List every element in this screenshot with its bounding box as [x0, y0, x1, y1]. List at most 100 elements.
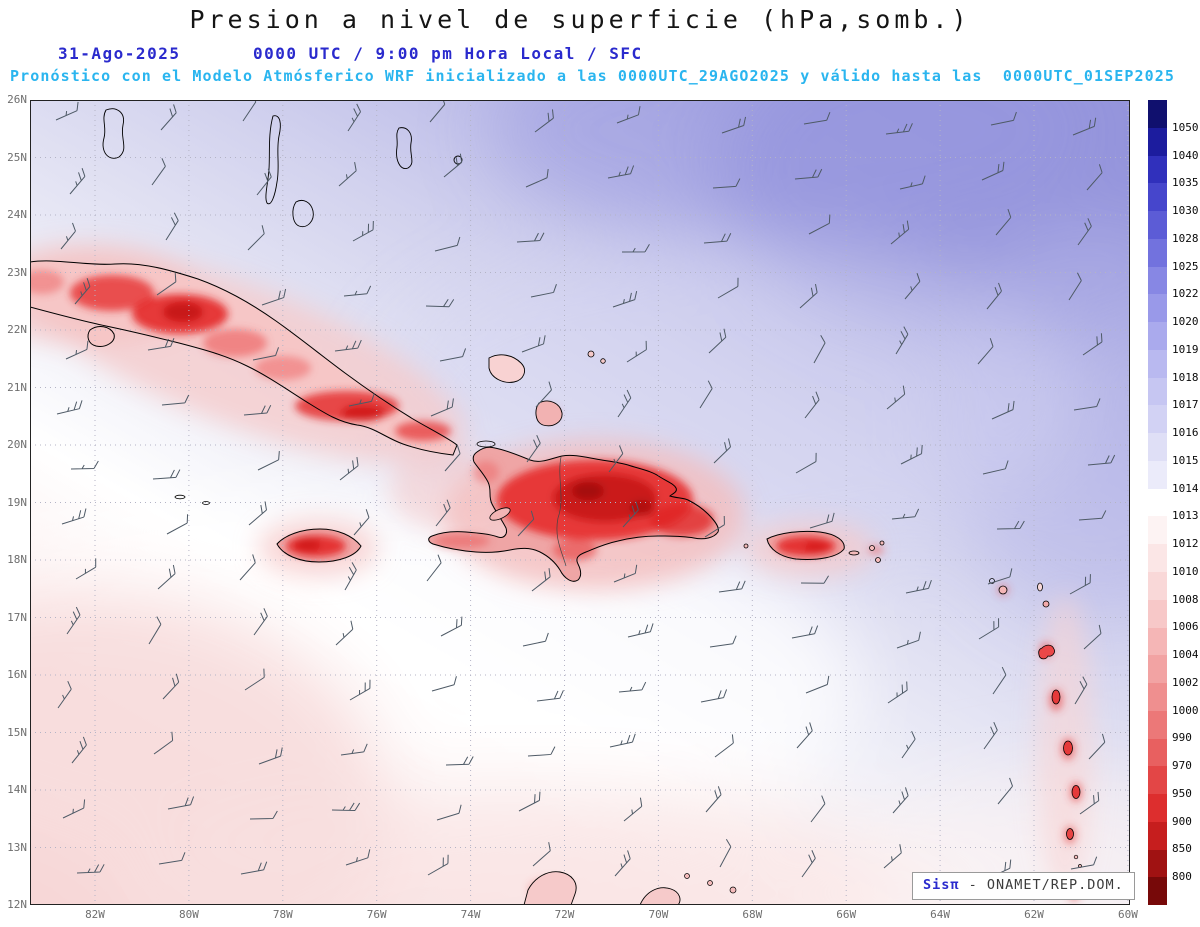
wind-barb — [1088, 733, 1106, 760]
wind-barb — [977, 338, 994, 365]
wind-barb — [348, 392, 375, 407]
wind-barb — [521, 335, 546, 353]
watermark-box: Sisπ - ONAMET/REP.DOM. — [912, 872, 1135, 900]
wind-barb — [252, 347, 279, 361]
wind-barb — [339, 457, 359, 481]
martinique-island — [1063, 740, 1073, 756]
colorbar-segment-11 — [1148, 405, 1167, 434]
wind-barb — [1086, 164, 1103, 191]
watermark-brand: Sisπ — [923, 877, 960, 893]
colorbar-segment-18 — [1148, 599, 1167, 628]
latlon-grid — [30, 100, 1130, 905]
vieques-island — [848, 550, 860, 556]
pressure-colorbar — [1148, 100, 1167, 906]
wind-barb — [431, 676, 457, 692]
wind-barb — [616, 106, 641, 124]
wind-barb — [162, 673, 180, 700]
lon-tick-60W: 60W — [1117, 908, 1138, 921]
colorbar-value-1002: 1002 — [1172, 675, 1199, 689]
wind-barb — [530, 284, 557, 298]
wind-barb — [536, 690, 564, 702]
wind-barb — [147, 338, 175, 351]
wind-barb — [896, 631, 921, 649]
wind-barb — [243, 404, 272, 416]
colorbar-value-1004: 1004 — [1172, 648, 1199, 662]
lat-tick-26N: 26N — [7, 93, 27, 106]
wind-barb — [244, 668, 265, 691]
wind-barb — [1074, 676, 1088, 705]
wind-barb — [895, 326, 909, 355]
bonaire-island — [729, 886, 737, 894]
lon-tick-62W: 62W — [1024, 908, 1044, 921]
wind-barb — [439, 348, 467, 362]
colorbar-value-1006: 1006 — [1172, 620, 1199, 634]
wind-barb — [883, 844, 902, 869]
colorbar-segment-14 — [1148, 488, 1167, 517]
wind-barb — [436, 804, 462, 821]
wind-barb — [69, 168, 86, 195]
colorbar-value-1040: 1040 — [1172, 148, 1199, 162]
wind-barb — [890, 220, 910, 245]
colorbar-value-1022: 1022 — [1172, 287, 1199, 301]
wind-barb — [343, 285, 372, 297]
wind-barb — [153, 731, 174, 755]
wind-barb — [534, 109, 554, 133]
wind-barb — [344, 562, 357, 591]
wind-barb — [156, 273, 177, 296]
wind-barb — [535, 381, 552, 408]
wind-barb — [791, 625, 819, 639]
colorbar-segment-22 — [1148, 710, 1167, 739]
wind-barb — [623, 797, 643, 822]
wind-barb — [996, 520, 1025, 530]
wind-barb — [1073, 398, 1101, 411]
wind-barb — [152, 469, 181, 480]
wind-barb — [516, 232, 545, 243]
page-title: Presion a nivel de superficie (hPa,somb.… — [189, 5, 971, 34]
colorbar-value-1025: 1025 — [1172, 259, 1199, 273]
colorbar-value-1013: 1013 — [1172, 509, 1199, 523]
lon-tick-70W: 70W — [648, 908, 669, 921]
colorbar-segment-19 — [1148, 627, 1167, 656]
dominica-island — [1051, 689, 1061, 705]
wind-barb — [167, 796, 195, 810]
lat-tick-14N: 14N — [7, 783, 27, 796]
colorbar-value-1050: 1050 — [1172, 120, 1199, 134]
colorbar-segment-8 — [1148, 322, 1167, 350]
wind-barb — [714, 734, 734, 758]
wind-barb — [76, 864, 105, 874]
colorbar-value-1015: 1015 — [1172, 453, 1199, 467]
wind-barb — [804, 391, 820, 419]
lon-tick-76W: 76W — [366, 908, 387, 921]
wind-barb — [151, 158, 166, 186]
wind-barb — [158, 852, 186, 865]
colorbar-value-1020: 1020 — [1172, 315, 1199, 329]
wind-barb — [61, 508, 87, 525]
wind-barb — [899, 175, 926, 190]
colorbar-segment-24 — [1148, 766, 1167, 795]
gonave-island — [489, 507, 511, 521]
wind-barb — [803, 111, 831, 125]
turks-island — [587, 350, 595, 358]
wind-barb — [713, 438, 731, 464]
wind-barb — [425, 298, 455, 308]
wind-barb — [435, 499, 451, 527]
wind-barb — [445, 756, 474, 766]
wind-barb — [607, 165, 635, 179]
colorbar-segment-26 — [1148, 821, 1167, 850]
lon-tick-80W: 80W — [178, 908, 199, 921]
wind-barb — [719, 838, 732, 868]
bahamas-island — [102, 108, 125, 159]
cayman-island — [174, 494, 186, 500]
virgin-island — [879, 540, 885, 546]
mona-island — [743, 543, 749, 549]
wind-barb — [239, 554, 256, 581]
wind-barb — [991, 400, 1015, 420]
colorbar-value-970: 970 — [1172, 759, 1192, 773]
wind-barb — [340, 743, 368, 756]
colorbar-value-1014: 1014 — [1172, 481, 1199, 495]
wind-barb — [240, 861, 268, 875]
wind-barb — [157, 564, 176, 590]
wind-barb — [525, 169, 549, 188]
map-area — [30, 100, 1130, 905]
wind-barb — [444, 445, 461, 472]
